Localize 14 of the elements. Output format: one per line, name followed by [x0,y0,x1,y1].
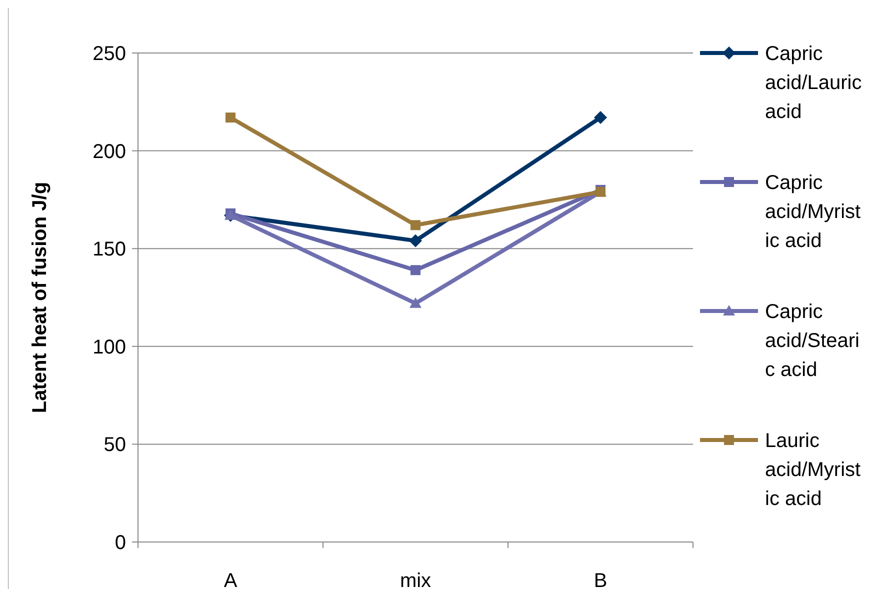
x-tick-label: B [594,570,608,589]
legend-label: Capric acid/Lauric acid [765,43,862,123]
y-tick-label: 150 [92,238,126,261]
y-tick-label: 200 [92,140,126,163]
y-tick-label: 0 [114,532,126,554]
legend-label: Capric acid/Stearic acid [765,301,860,381]
y-tick-label: 250 [92,43,126,65]
y-tick-label: 100 [92,336,126,358]
x-tick-label: mix [400,570,432,589]
legend-label: Lauric acid/Myristic acid [765,430,862,510]
y-axis-title: Latent heat of fusion J/g [29,182,51,414]
x-tick-label: A [224,570,238,589]
legend-label: Capric acid/Myristic acid [765,172,862,252]
y-tick-label: 50 [104,434,126,456]
